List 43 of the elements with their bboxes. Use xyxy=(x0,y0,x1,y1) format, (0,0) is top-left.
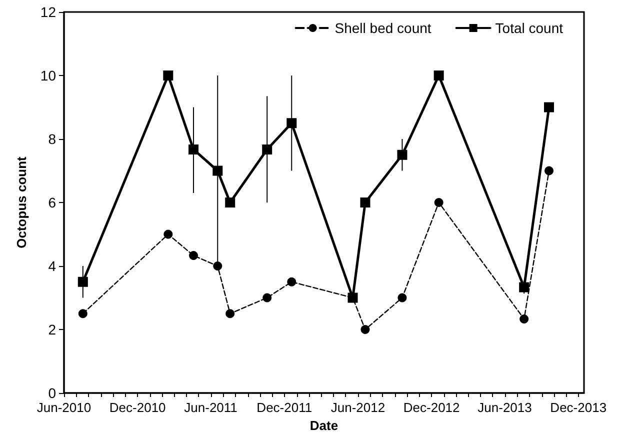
point xyxy=(225,198,236,208)
point xyxy=(360,325,370,334)
x-tick-label: Jun-2012 xyxy=(330,400,386,415)
point xyxy=(434,198,444,207)
y-tick-label: 0 xyxy=(48,385,56,401)
y-tick-label: 12 xyxy=(40,4,56,20)
point xyxy=(163,70,174,80)
x-tick-label: Dec-2011 xyxy=(256,400,312,415)
x-tick-label: Dec-2010 xyxy=(109,400,166,415)
point xyxy=(397,150,408,160)
x-tick-label: Jun-2010 xyxy=(36,400,92,415)
point xyxy=(78,276,88,287)
point xyxy=(212,166,223,176)
y-axis-title: Octopus count xyxy=(14,156,29,248)
point xyxy=(262,293,272,302)
x-tick-label: Jun-2013 xyxy=(478,400,532,415)
point xyxy=(286,118,297,128)
x-tick-label: Dec-2012 xyxy=(403,400,460,415)
x-tick-label: Jun-2011 xyxy=(184,400,238,415)
point xyxy=(164,230,173,239)
point xyxy=(360,198,370,208)
x-axis-title: Date xyxy=(310,418,338,433)
point xyxy=(262,144,272,154)
y-tick-label: 10 xyxy=(40,68,56,84)
point xyxy=(226,309,235,318)
point xyxy=(544,102,554,112)
y-tick-label: 4 xyxy=(48,258,56,274)
point xyxy=(434,70,444,80)
legend-label: Total count xyxy=(495,20,564,36)
point xyxy=(519,282,530,292)
y-tick-label: 8 xyxy=(48,131,56,147)
point xyxy=(213,262,222,270)
point xyxy=(520,314,529,324)
point xyxy=(287,277,296,286)
point xyxy=(544,166,554,176)
legend-label: Shell bed count xyxy=(334,20,432,36)
point xyxy=(398,293,407,302)
y-tick-label: 6 xyxy=(48,194,56,210)
point xyxy=(188,144,198,154)
x-tick-label: Dec-2013 xyxy=(550,400,607,415)
point xyxy=(189,251,198,260)
point xyxy=(78,309,88,318)
y-tick-label: 2 xyxy=(48,322,56,338)
